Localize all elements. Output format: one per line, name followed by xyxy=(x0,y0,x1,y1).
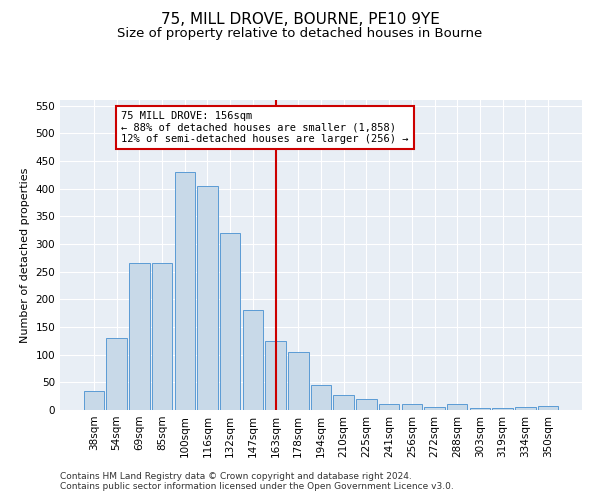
Bar xyxy=(447,404,467,410)
Bar xyxy=(515,407,536,410)
Bar xyxy=(242,310,263,410)
Bar xyxy=(493,408,513,410)
Bar xyxy=(311,385,331,410)
Text: 75 MILL DROVE: 156sqm
← 88% of detached houses are smaller (1,858)
12% of semi-d: 75 MILL DROVE: 156sqm ← 88% of detached … xyxy=(121,111,409,144)
Bar xyxy=(197,186,218,410)
Bar xyxy=(84,390,104,410)
Bar xyxy=(356,399,377,410)
Text: Contains HM Land Registry data © Crown copyright and database right 2024.: Contains HM Land Registry data © Crown c… xyxy=(60,472,412,481)
Bar xyxy=(538,406,558,410)
Bar xyxy=(220,233,241,410)
Bar xyxy=(106,338,127,410)
Bar xyxy=(288,352,308,410)
Bar xyxy=(175,172,195,410)
Bar xyxy=(470,408,490,410)
Bar xyxy=(334,394,354,410)
Bar xyxy=(152,264,172,410)
Bar xyxy=(379,404,400,410)
Bar xyxy=(401,404,422,410)
Bar xyxy=(265,341,286,410)
Y-axis label: Number of detached properties: Number of detached properties xyxy=(20,168,30,342)
Text: Contains public sector information licensed under the Open Government Licence v3: Contains public sector information licen… xyxy=(60,482,454,491)
Bar xyxy=(424,407,445,410)
Bar xyxy=(129,264,149,410)
Text: 75, MILL DROVE, BOURNE, PE10 9YE: 75, MILL DROVE, BOURNE, PE10 9YE xyxy=(161,12,439,28)
Text: Size of property relative to detached houses in Bourne: Size of property relative to detached ho… xyxy=(118,28,482,40)
